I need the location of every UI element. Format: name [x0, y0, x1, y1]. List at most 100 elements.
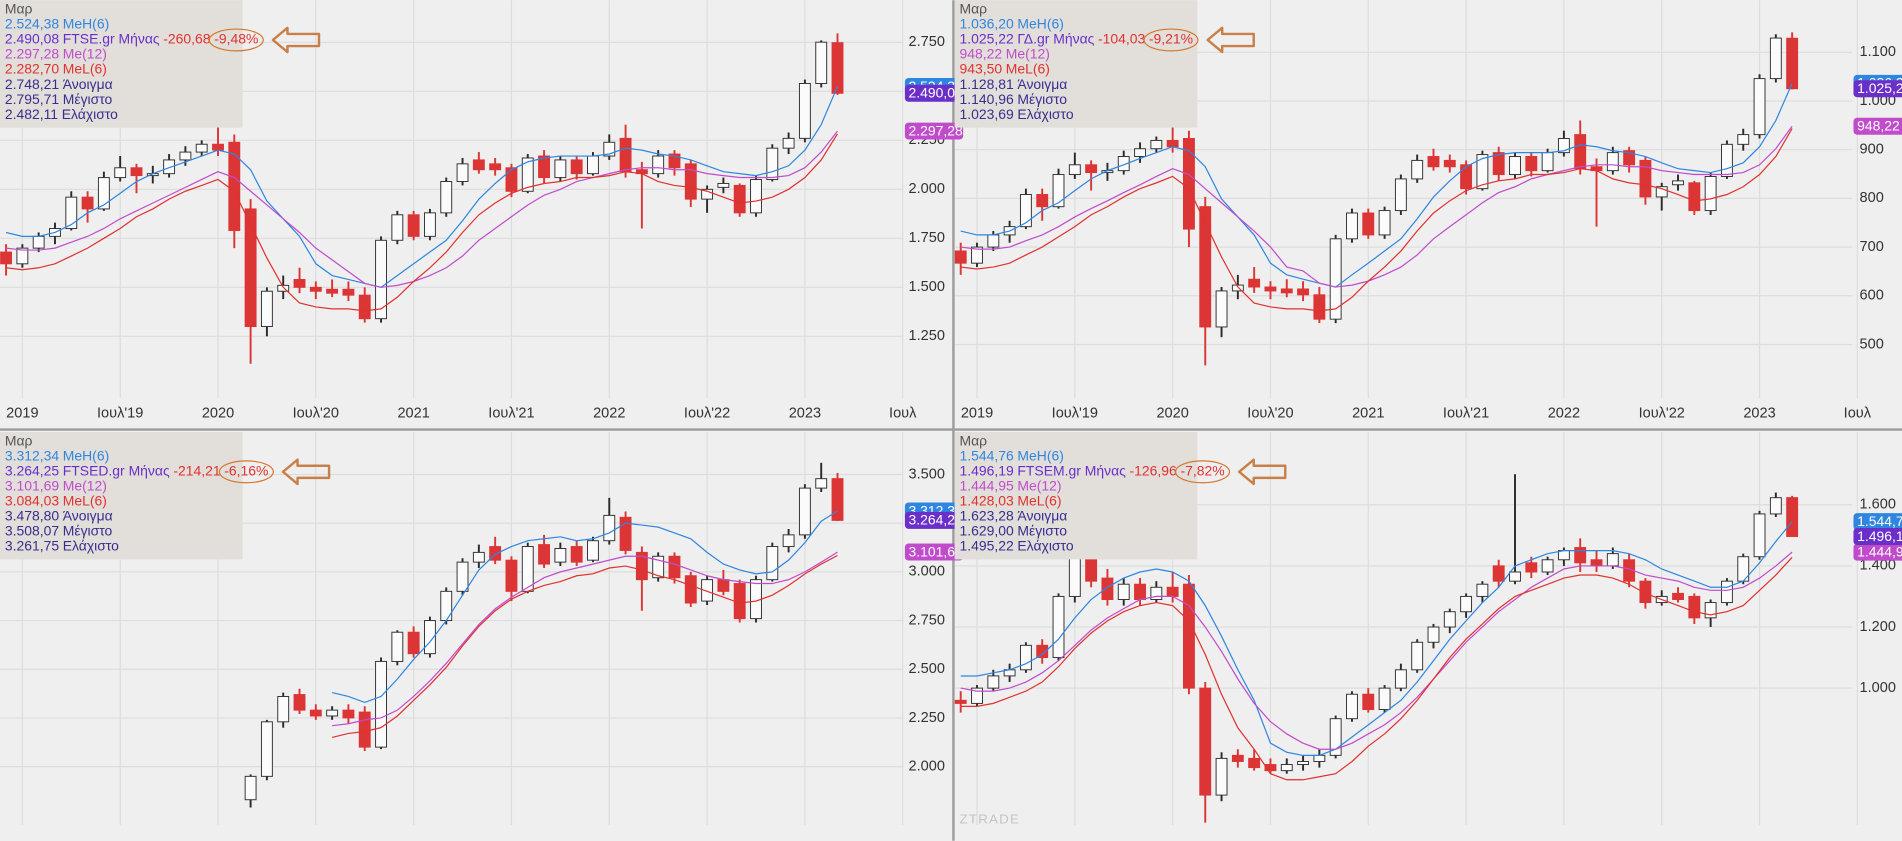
candle-body: [472, 551, 485, 563]
candle-body: [750, 179, 762, 214]
candle-body: [717, 579, 730, 592]
candle-body: [1183, 138, 1195, 230]
candle-body: [1509, 571, 1521, 582]
candle-body: [1068, 164, 1081, 176]
info-text: Μέγιστο: [1017, 523, 1067, 539]
candle-body: [954, 699, 967, 704]
candle-body: [1362, 693, 1375, 711]
candle-body: [1166, 139, 1179, 148]
candle-body: [1606, 553, 1619, 567]
candle-body: [1394, 178, 1407, 212]
x-tick-label: 2020: [202, 406, 234, 422]
info-text: FTSEM.gr Μήνας: [1017, 462, 1126, 478]
candle-body: [1460, 595, 1473, 613]
info-text: Me(12): [1017, 478, 1061, 494]
candle-body: [1672, 180, 1684, 186]
candle-body: [1231, 284, 1244, 292]
candle-body: [971, 687, 983, 704]
x-tick-label: 2021: [397, 406, 429, 422]
y-tick-label: 2.000: [909, 758, 945, 774]
info-text: 1.428,03: [959, 493, 1014, 509]
moving-average-line: [960, 556, 1793, 781]
info-text: 2.524,38: [5, 16, 60, 32]
info-panel: [954, 432, 1198, 560]
candle-body: [1672, 592, 1684, 600]
candle-body: [635, 551, 648, 581]
price-badge: [1853, 527, 1902, 545]
x-tick-label: Ιουλ'21: [488, 406, 534, 422]
moving-average-line: [331, 510, 838, 704]
candle-body: [1525, 562, 1538, 573]
candle-body: [798, 83, 811, 139]
candle-body: [1574, 134, 1587, 170]
candle-body: [260, 721, 273, 777]
candle-body: [1329, 718, 1342, 756]
x-tick-label: 2019: [961, 406, 993, 422]
info-text: Me(12): [1006, 46, 1050, 62]
y-tick-label: 1.400: [1860, 558, 1896, 574]
candle-body: [1720, 143, 1733, 177]
candle-body: [326, 709, 339, 717]
y-tick-label: 3.500: [909, 466, 945, 482]
candle-body: [603, 514, 616, 542]
candle-body: [1557, 138, 1570, 154]
candle-body: [554, 548, 567, 563]
info-text: 3.101,69: [5, 478, 60, 494]
info-text: Ελάχιστο: [1017, 538, 1073, 554]
candle-body: [375, 660, 387, 748]
candle-body: [440, 181, 453, 214]
candle-body: [701, 579, 714, 602]
candle-body: [375, 239, 387, 320]
info-text: 3.261,75: [5, 538, 60, 554]
y-tick-label: 1.500: [909, 279, 945, 295]
price-badge-label: 2.297,28: [909, 122, 964, 138]
watermark: ZTRADE: [959, 812, 1020, 827]
info-text: Ελάχιστο: [62, 106, 118, 122]
candle-body: [1443, 159, 1456, 168]
moving-average-line: [960, 551, 1793, 750]
candle-body: [277, 696, 290, 723]
info-text: Me(12): [63, 478, 107, 494]
x-tick-label: Ιουλ: [889, 406, 917, 422]
highlight-circle: [1174, 460, 1231, 484]
candle-body: [619, 516, 632, 551]
price-badge-label: 1.444,95: [1857, 543, 1902, 559]
x-tick-label: Ιουλ: [1844, 406, 1872, 422]
candle-body: [277, 284, 290, 292]
moving-average-line: [5, 133, 838, 312]
candle-body: [163, 159, 176, 175]
y-tick-label: 700: [1860, 239, 1884, 255]
candle-body: [1378, 687, 1391, 711]
candle-body: [701, 188, 714, 200]
candle-body: [954, 250, 967, 264]
candle-body: [684, 163, 697, 200]
candle-body: [212, 143, 224, 151]
info-text: MeL(6): [63, 61, 107, 77]
price-badge: [1853, 80, 1902, 98]
price-badge-label: 1.496,19: [1857, 528, 1902, 544]
y-tick-label: 600: [1860, 288, 1884, 304]
candle-body: [326, 288, 339, 294]
chart-pane: 1.0001.2001.4001.6001.544,761.444,951.49…: [954, 432, 1902, 826]
candle-body: [391, 631, 404, 662]
candle-body: [1541, 152, 1554, 172]
candle-body: [1036, 194, 1049, 208]
info-text: MeH(6): [1017, 16, 1063, 32]
candle-body: [1492, 565, 1505, 582]
y-tick-label: 500: [1860, 336, 1884, 352]
candle-body: [1704, 602, 1717, 619]
info-text: 2.748,21: [5, 76, 60, 92]
candle-body: [766, 546, 779, 581]
candle-body: [489, 163, 502, 171]
info-text: -260,68: [163, 31, 211, 47]
candle-body: [587, 155, 599, 175]
x-tick-label: Ιουλ'20: [293, 406, 339, 422]
candle-body: [1297, 288, 1310, 296]
candle-body: [114, 167, 127, 179]
candle-body: [1019, 644, 1032, 671]
highlight-circle: [218, 460, 274, 484]
candle-body: [831, 478, 844, 521]
candle-body: [1541, 559, 1554, 573]
candle-body: [1590, 559, 1603, 567]
info-text: 1.629,00: [959, 523, 1014, 539]
